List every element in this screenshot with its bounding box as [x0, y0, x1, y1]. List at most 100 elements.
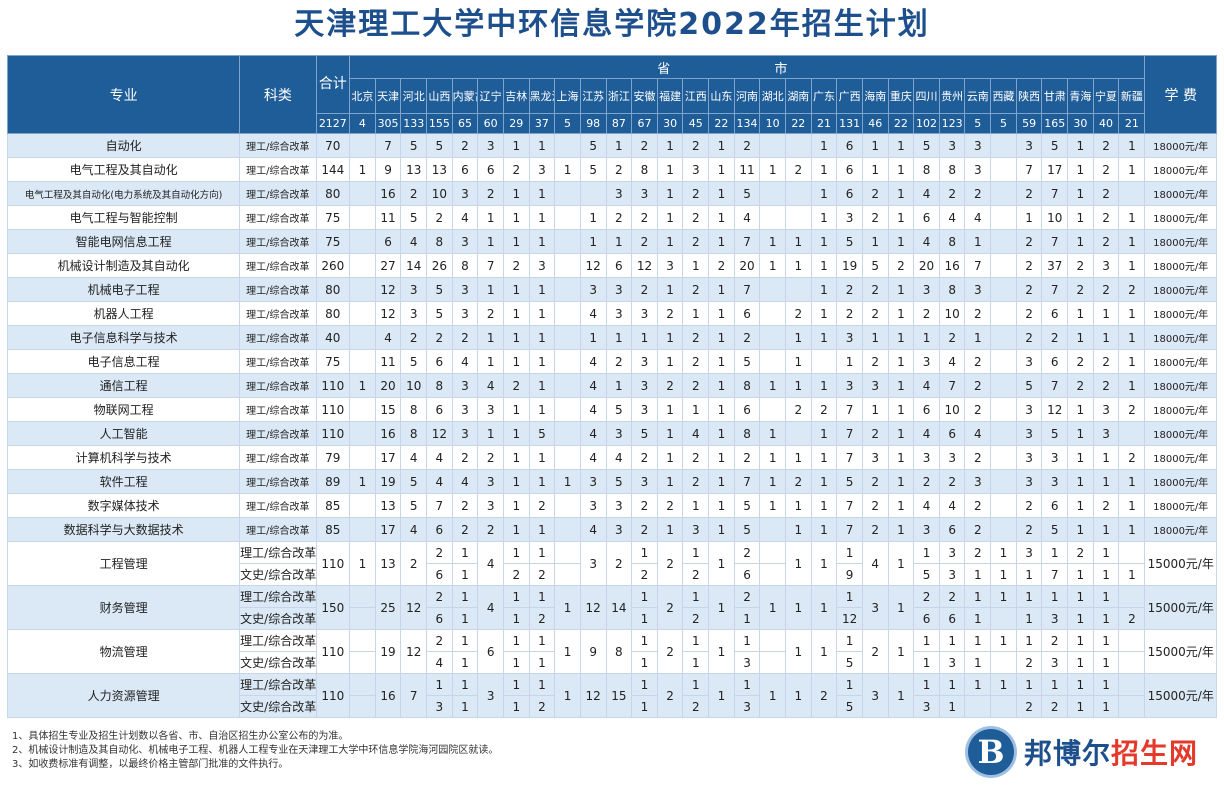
province-count: 1 — [887, 133, 915, 158]
province-count — [990, 277, 1017, 302]
province-count: 1 — [810, 301, 838, 326]
province-count: 2 — [1015, 325, 1043, 350]
province-count: 1 — [631, 607, 658, 630]
province-count: 1 — [759, 673, 786, 718]
major-category: 理工/综合改革 — [239, 397, 317, 422]
province-count: 5 — [836, 651, 863, 674]
province-count: 1 — [656, 181, 684, 206]
province-count: 1 — [913, 651, 940, 674]
province-count: 1 — [1118, 349, 1146, 374]
province-count: 6 — [1041, 301, 1069, 326]
province-count: 7 — [733, 469, 761, 494]
province-count: 1 — [502, 651, 530, 674]
table-row: 通信工程 理工/综合改革 110 1 20 10 8 3 4 2 1 4 1 3 2 2 1 8 1 1 1 3 3 1 4 7 2… — [6, 373, 1217, 398]
province-count: 1 — [451, 541, 479, 564]
header-province-total: 60 — [477, 113, 504, 134]
province-count — [759, 133, 786, 158]
province-count: 3 — [631, 397, 658, 422]
province-count: 1 — [964, 585, 992, 608]
major-fee: 18000元/年 — [1144, 445, 1217, 470]
province-count: 1 — [1118, 253, 1146, 278]
province-count: 1 — [810, 253, 838, 278]
province-count: 1 — [708, 133, 735, 158]
province-count: 5 — [579, 157, 607, 182]
province-count — [349, 205, 376, 230]
province-count: 2 — [1067, 253, 1094, 278]
province-count: 1 — [1092, 585, 1120, 608]
header-province: 河北 — [400, 78, 428, 114]
province-count: 2 — [502, 373, 530, 398]
province-count: 1 — [656, 229, 684, 254]
province-count: 1 — [656, 157, 684, 182]
province-count: 1 — [887, 493, 915, 518]
header-province: 重庆 — [887, 78, 915, 114]
province-count: 2 — [964, 349, 992, 374]
province-count: 10 — [426, 181, 453, 206]
province-count — [964, 695, 992, 718]
province-count: 25 — [374, 585, 402, 630]
province-count: 5 — [836, 695, 863, 718]
major-fee: 18000元/年 — [1144, 349, 1217, 374]
province-count: 3 — [861, 585, 889, 630]
province-count: 3 — [477, 469, 504, 494]
header-province: 山东 — [708, 78, 735, 114]
province-count: 1 — [887, 325, 915, 350]
province-count: 4 — [400, 445, 428, 470]
province-count: 2 — [861, 301, 889, 326]
province-count: 1 — [451, 629, 479, 652]
province-count: 1 — [1015, 607, 1043, 630]
province-count: 6 — [426, 517, 453, 542]
province-count: 2 — [785, 469, 812, 494]
province-count: 1 — [477, 421, 504, 446]
province-count: 1 — [1092, 629, 1120, 652]
province-count: 1 — [1118, 157, 1146, 182]
header-category: 科类 — [239, 55, 317, 134]
province-count: 19 — [374, 469, 402, 494]
province-count: 1 — [913, 541, 940, 564]
province-count: 1 — [477, 229, 504, 254]
province-count: 5 — [913, 133, 940, 158]
province-count: 2 — [656, 301, 684, 326]
province-count: 2 — [426, 629, 453, 652]
province-count: 1 — [1067, 205, 1094, 230]
province-count — [554, 181, 581, 206]
province-count: 1 — [502, 695, 530, 718]
province-count: 2 — [682, 373, 710, 398]
province-count: 1 — [502, 469, 530, 494]
province-count: 1 — [708, 229, 735, 254]
header-province: 广东 — [810, 78, 838, 114]
major-name: 自动化 — [6, 133, 241, 158]
header-province: 河南 — [733, 78, 761, 114]
province-count: 5 — [426, 301, 453, 326]
province-count: 2 — [861, 349, 889, 374]
header-province: 天津 — [374, 78, 402, 114]
province-count: 2 — [733, 445, 761, 470]
province-count — [990, 469, 1017, 494]
province-count: 1 — [1067, 421, 1094, 446]
province-count: 2 — [861, 421, 889, 446]
province-count: 1 — [964, 325, 992, 350]
major-fee: 18000元/年 — [1144, 253, 1217, 278]
province-count: 1 — [1067, 469, 1094, 494]
header-province-total: 305 — [374, 113, 402, 134]
province-count: 16 — [374, 181, 402, 206]
province-count: 1 — [1067, 629, 1094, 652]
province-count: 2 — [887, 253, 915, 278]
province-count: 6 — [733, 397, 761, 422]
province-count: 2 — [861, 629, 889, 674]
province-count: 2 — [682, 563, 710, 586]
table-row: 文史/综合改革 6 1 2 2 2 2 6 9 5 3 1 1 1 7 1 1 1 — [8, 563, 1217, 586]
province-count: 2 — [1118, 445, 1146, 470]
page-title: 天津理工大学中环信息学院2022年招生计划 — [294, 7, 930, 42]
province-count: 4 — [605, 445, 633, 470]
province-count: 2 — [861, 181, 889, 206]
major-total: 110 — [315, 541, 351, 586]
province-count: 1 — [579, 325, 607, 350]
province-count: 1 — [1067, 445, 1094, 470]
province-count: 7 — [836, 493, 863, 518]
major-category: 文史/综合改革 — [239, 651, 317, 674]
major-name: 电气工程及其自动化 — [6, 157, 241, 182]
major-category: 理工/综合改革 — [239, 629, 317, 652]
province-count: 9 — [374, 157, 402, 182]
province-count: 4 — [579, 397, 607, 422]
